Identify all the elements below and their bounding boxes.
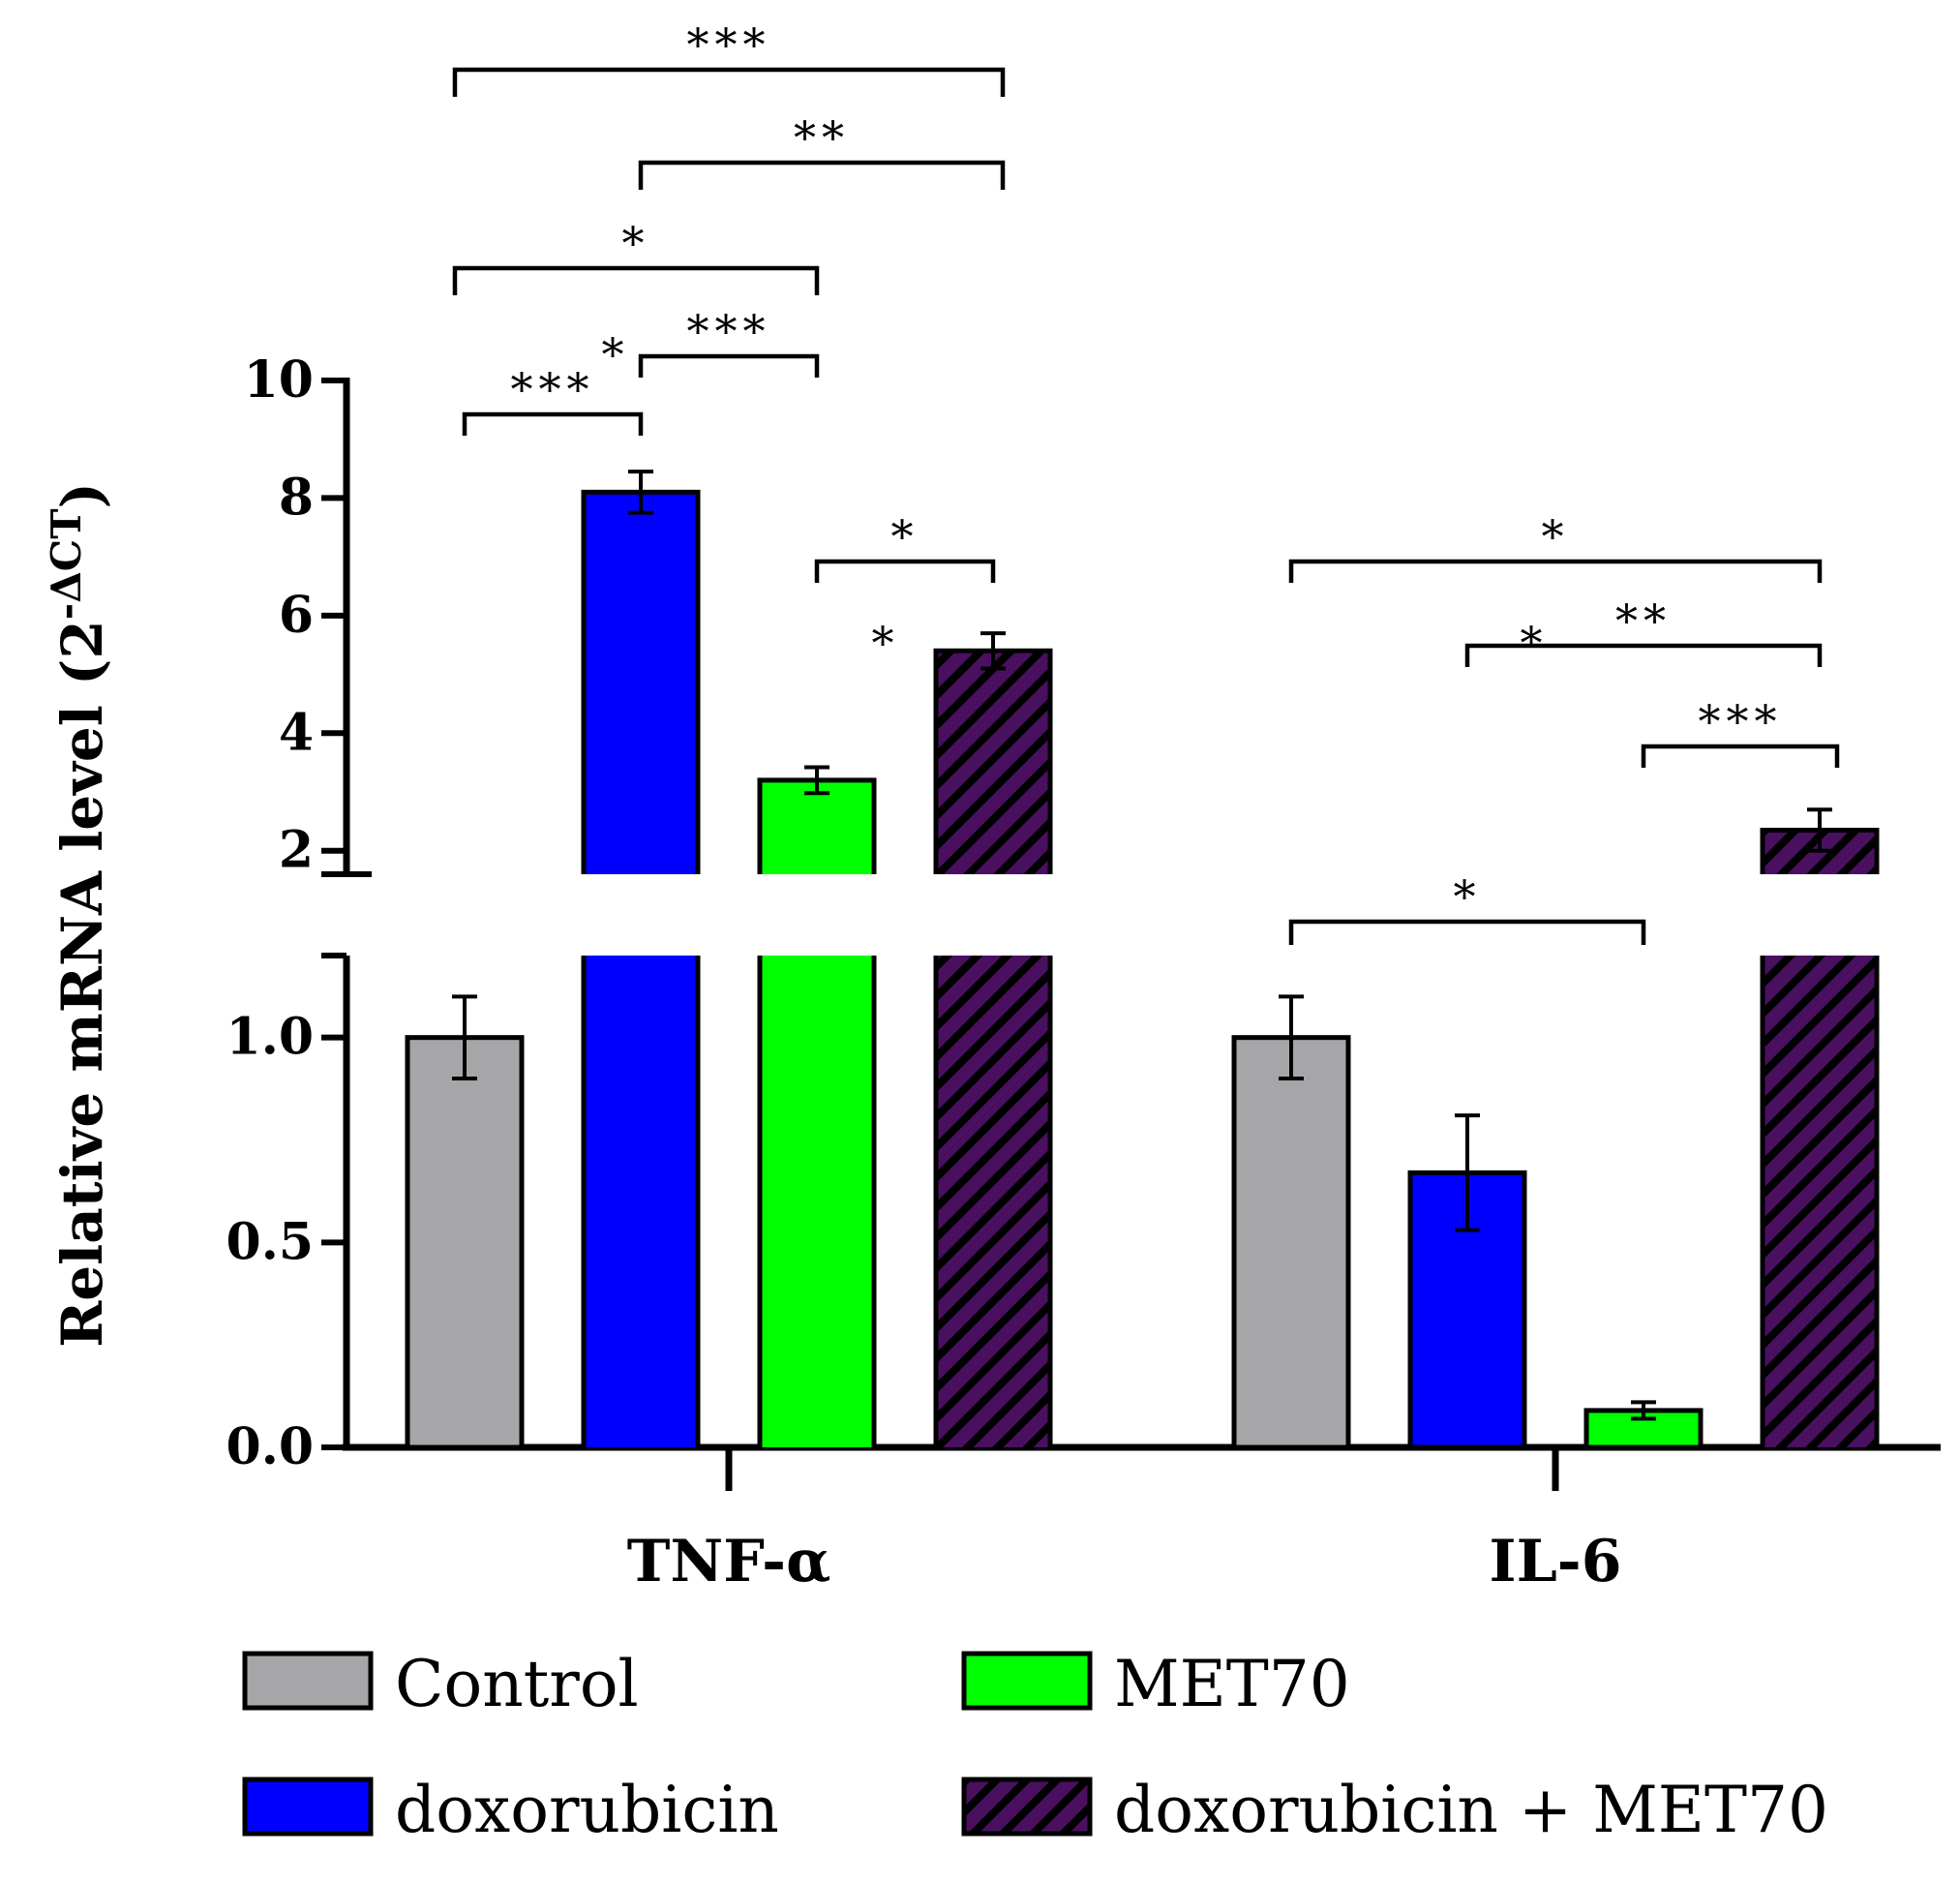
- significance-bracket: [1641, 744, 1840, 768]
- y-tick-label: 4: [279, 703, 314, 762]
- significance-label: *: [891, 510, 920, 562]
- bar-lower-part: [584, 956, 698, 1447]
- bar-upper-part: [584, 492, 698, 874]
- legend-label: Control: [395, 1647, 639, 1721]
- significance-bracket: [462, 411, 644, 436]
- significance-bracket: [1464, 643, 1823, 667]
- legend-swatch: [961, 1651, 1093, 1711]
- significance-brackets: ************* ********* *: [452, 18, 1840, 945]
- y-tick-label: 8: [279, 468, 314, 527]
- significance-bracket: [814, 559, 996, 583]
- significance-bracket: [1288, 919, 1646, 945]
- legend-label: MET70: [1114, 1647, 1350, 1721]
- significance-star: *: [872, 617, 894, 669]
- bar-lower-part: [760, 956, 874, 1447]
- axes: 0.0 0.5 1.0 2 4 6 8 10 TNF-α IL-6 Relative mRNA le…: [43, 350, 1941, 1595]
- y-tick-label: 0.5: [226, 1212, 314, 1271]
- legend-swatch: [242, 1777, 374, 1837]
- significance-bracket: [638, 160, 1006, 190]
- significance-star: *: [602, 328, 624, 380]
- legend-label: doxorubicin + MET70: [1114, 1773, 1828, 1847]
- x-category-label: TNF-α: [627, 1528, 830, 1595]
- significance-label: ***: [1699, 695, 1783, 747]
- y-tick-label: 6: [279, 586, 314, 645]
- significance-label: *: [1454, 870, 1482, 923]
- bar-upper-part: [760, 779, 874, 874]
- significance-bracket: [452, 265, 820, 295]
- y-tick-label: 1.0: [226, 1008, 314, 1067]
- significance-bracket: [452, 67, 1006, 97]
- significance-bracket: [638, 353, 820, 378]
- bar-lower-part: [936, 956, 1050, 1447]
- legend: Control MET70 doxorubicin doxorubicin + MET…: [242, 1647, 1828, 1847]
- bar-lower-part: [1763, 956, 1877, 1447]
- significance-label: *: [622, 217, 650, 269]
- significance-label: ***: [511, 363, 595, 415]
- bar: [1231, 1035, 1351, 1450]
- significance-label: **: [794, 111, 850, 164]
- y-tick-label: 10: [244, 350, 314, 410]
- significance-label: ***: [687, 18, 771, 71]
- legend-label: doxorubicin: [395, 1773, 779, 1847]
- bar: [405, 1035, 525, 1450]
- significance-bracket: [1288, 559, 1823, 583]
- x-category-label: IL-6: [1490, 1528, 1622, 1595]
- y-tick-label: 2: [279, 821, 314, 880]
- bar-upper-part: [936, 651, 1050, 874]
- y-tick-label: 0.0: [226, 1417, 314, 1476]
- legend-swatch: [961, 1777, 1093, 1837]
- significance-label: ***: [687, 305, 771, 357]
- significance-label: **: [1615, 594, 1672, 647]
- legend-swatch: [242, 1651, 374, 1711]
- bars: [405, 470, 1880, 1450]
- significance-star: *: [1521, 617, 1543, 669]
- y-axis-label: Relative mRNA level (2-ΔCT): [43, 482, 115, 1348]
- significance-label: *: [1542, 510, 1570, 562]
